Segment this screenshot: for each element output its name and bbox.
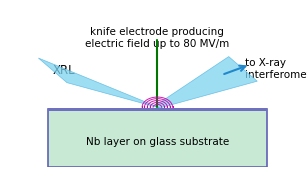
Bar [48,109,267,167]
Bar [48,108,267,111]
Text: to X-ray
interferometer: to X-ray interferometer [245,58,307,80]
Text: Nb layer on glass substrate: Nb layer on glass substrate [86,137,229,147]
Text: XRL: XRL [53,64,75,77]
Polygon shape [155,57,257,108]
Text: knife electrode producing
electric field up to 80 MV/m: knife electrode producing electric field… [85,27,229,49]
Polygon shape [38,58,160,108]
